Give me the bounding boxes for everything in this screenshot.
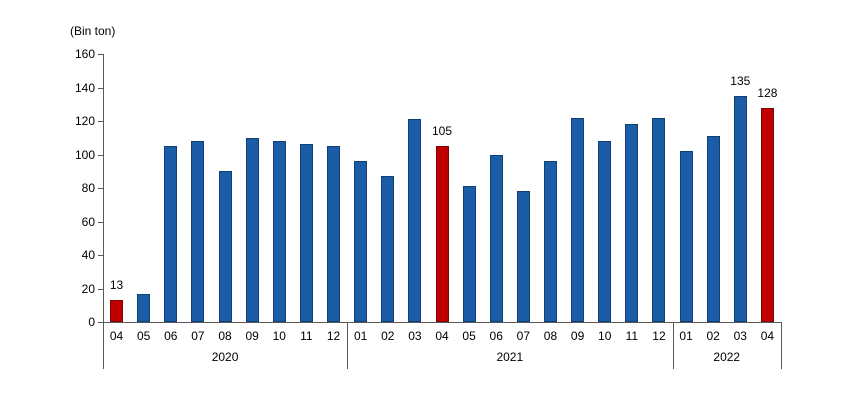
year-label-2022: 2022: [713, 350, 741, 364]
month-label-2021-06: 06: [489, 329, 503, 343]
year-separator-3: [781, 322, 782, 369]
bar-2021-03: [408, 119, 422, 322]
month-label-2021-04: 04: [435, 329, 449, 343]
y-axis-tick-label: 0: [88, 315, 95, 329]
y-axis-tick-label: 20: [81, 281, 95, 296]
year-separator-1: [347, 322, 349, 369]
y-axis-tick: [98, 154, 103, 156]
month-label-2021-03: 03: [408, 329, 422, 343]
bar-2021-05: [462, 186, 476, 322]
y-axis-tick-label: 80: [81, 181, 95, 195]
month-label-2020-04: 04: [109, 329, 124, 343]
y-axis-tick: [98, 255, 103, 256]
y-axis-tick-label: 140: [74, 80, 95, 95]
y-axis-tick: [98, 221, 103, 223]
month-label-2020-07: 07: [191, 329, 205, 343]
month-label-2021-07: 07: [516, 329, 531, 343]
bar-2022-01: [679, 151, 693, 322]
bar-2021-11: [625, 124, 639, 322]
bar-2021-12: [652, 117, 666, 322]
bar-2022-02: [706, 136, 720, 322]
year-label-2021: 2021: [496, 350, 524, 364]
bar-value-label-2020-04: 13: [109, 278, 124, 293]
month-label-2021-09: 09: [570, 329, 585, 343]
bar-2020-12: [327, 146, 341, 322]
month-label-2020-05: 05: [136, 329, 151, 343]
month-label-2022-04: 04: [760, 329, 775, 343]
x-axis-line: [103, 322, 781, 323]
bar-2020-05: [137, 293, 151, 322]
month-label-2021-12: 12: [652, 329, 666, 343]
y-axis-tick: [98, 54, 103, 55]
bar-2022-03: [733, 95, 747, 322]
month-label-2021-10: 10: [598, 329, 612, 343]
y-axis-tick-label: 160: [74, 47, 95, 61]
month-label-2021-08: 08: [543, 329, 558, 343]
bar-2020-06: [164, 146, 178, 322]
month-label-2020-11: 11: [300, 329, 313, 343]
y-axis-tick: [98, 121, 103, 122]
month-label-2020-06: 06: [164, 329, 178, 343]
bar-2020-10: [272, 141, 286, 322]
bar-value-label-2022-03: 135: [730, 73, 751, 88]
y-axis-unit-label: (Bin ton): [70, 24, 116, 38]
year-separator-0: [103, 322, 104, 369]
y-axis-tick: [98, 288, 103, 290]
y-axis-tick-label: 120: [74, 114, 95, 128]
bar-2021-02: [381, 176, 395, 322]
year-label-2020: 2020: [211, 350, 239, 364]
y-axis-tick: [98, 87, 103, 89]
y-axis-tick-label: 60: [81, 214, 95, 229]
year-separator-2: [672, 322, 674, 369]
bar-2021-10: [598, 141, 612, 322]
bar-2021-07: [516, 191, 530, 322]
bar-2020-04: [110, 300, 124, 322]
month-label-2020-10: 10: [272, 329, 286, 343]
y-axis-tick-label: 40: [81, 248, 95, 262]
month-label-2020-09: 09: [245, 329, 259, 343]
month-label-2022-02: 02: [706, 329, 720, 343]
y-axis-line: [103, 54, 104, 322]
bar-2021-09: [571, 117, 585, 322]
y-axis-tick: [98, 188, 103, 189]
month-label-2020-08: 08: [218, 329, 232, 343]
bar-2021-06: [489, 154, 503, 322]
month-label-2021-01: 01: [353, 329, 368, 343]
month-label-2022-03: 03: [733, 329, 747, 343]
month-label-2021-02: 02: [381, 329, 395, 343]
month-label-2021-11: 11: [625, 329, 639, 343]
bar-2020-07: [191, 141, 205, 322]
y-axis-tick: [98, 322, 103, 323]
bar-2020-11: [299, 144, 313, 322]
bar-2020-09: [245, 137, 259, 322]
bar-2022-04: [760, 107, 774, 322]
bar-value-label-2022-04: 128: [757, 85, 778, 100]
bar-2021-08: [543, 161, 557, 322]
month-label-2020-12: 12: [326, 329, 341, 343]
bar-2020-08: [218, 171, 232, 322]
month-label-2022-01: 01: [679, 329, 693, 343]
bar-2021-04: [435, 146, 449, 322]
month-label-2021-05: 05: [462, 329, 476, 343]
y-axis-tick-label: 100: [74, 147, 95, 162]
bar-2021-01: [354, 161, 368, 322]
bar-value-label-2021-04: 105: [431, 124, 453, 139]
